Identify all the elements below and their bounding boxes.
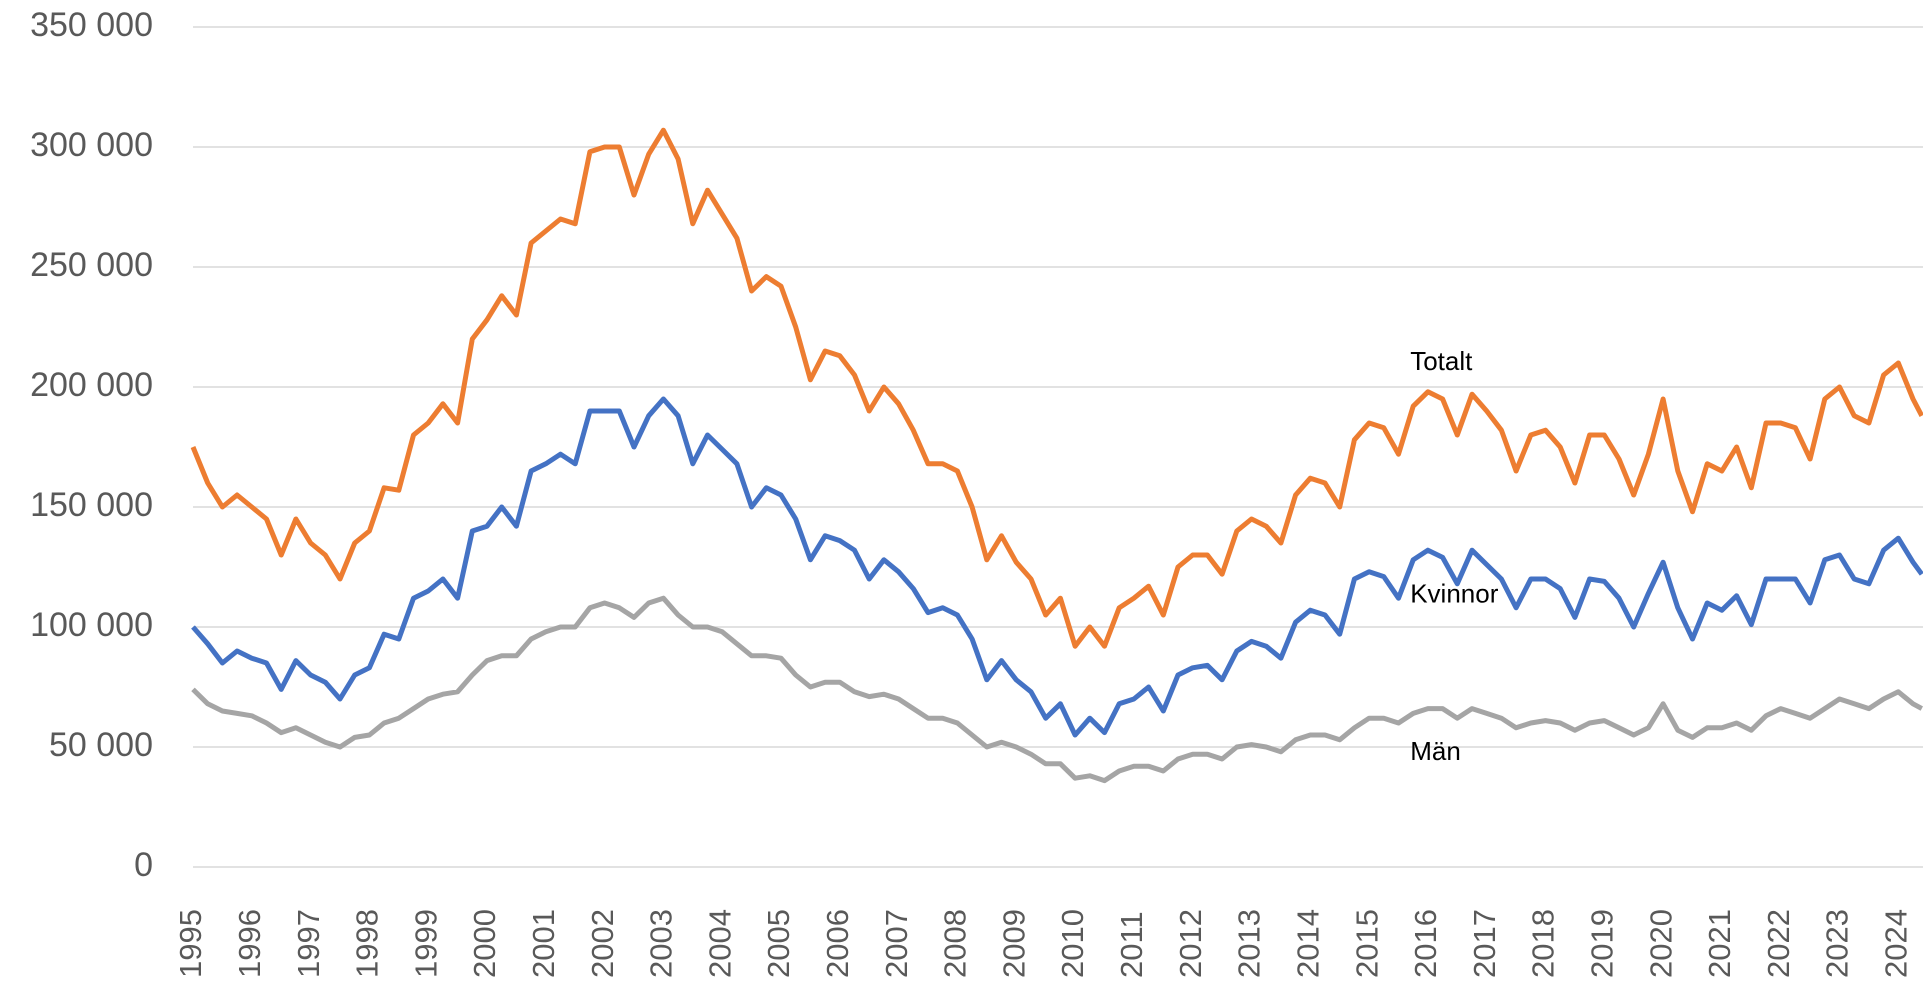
y-tick-label: 100 000 — [30, 606, 153, 644]
x-tick-label: 1996 — [232, 909, 267, 978]
x-tick-label: 2012 — [1173, 909, 1208, 978]
series-line — [190, 127, 1923, 649]
x-tick-label: 2010 — [1055, 909, 1090, 978]
y-tick-label: 150 000 — [30, 486, 153, 524]
y-tick-label: 300 000 — [30, 126, 153, 164]
x-tick-label: 1997 — [291, 909, 326, 978]
x-tick-label: 2006 — [820, 909, 855, 978]
x-tick-label: 2016 — [1408, 909, 1443, 978]
series-line — [191, 595, 1923, 784]
x-tick-label: 2005 — [761, 909, 796, 978]
x-tick-label: 2013 — [1232, 909, 1267, 978]
series-label: Män — [1410, 736, 1461, 766]
x-tick-label: 2004 — [702, 909, 737, 978]
y-tick-label: 200 000 — [30, 366, 153, 404]
x-tick-label: 2019 — [1584, 909, 1619, 978]
x-tick-label: 2021 — [1702, 909, 1737, 978]
y-tick-label: 0 — [134, 846, 153, 884]
x-tick-label: 2023 — [1820, 909, 1855, 978]
x-tick-label: 2003 — [644, 909, 679, 978]
x-tick-label: 2020 — [1643, 909, 1678, 978]
x-tick-label: 2011 — [1114, 911, 1149, 978]
series-label: Totalt — [1410, 346, 1473, 376]
x-tick-label: 2008 — [938, 909, 973, 978]
x-tick-label: 1998 — [350, 909, 385, 978]
x-tick-label: 2022 — [1761, 909, 1796, 978]
x-tick-label: 2017 — [1467, 909, 1502, 978]
x-tick-label: 2000 — [467, 909, 502, 978]
y-tick-label: 50 000 — [49, 726, 153, 764]
x-tick-label: 2001 — [526, 909, 561, 978]
y-tick-label: 250 000 — [30, 246, 153, 284]
x-tick-label: 2002 — [585, 909, 620, 978]
x-tick-label: 2015 — [1349, 909, 1384, 978]
x-tick-label: 2009 — [996, 909, 1031, 978]
x-tick-label: 1995 — [173, 909, 208, 978]
series-line — [191, 396, 1923, 738]
x-tick-label: 2014 — [1290, 909, 1325, 978]
y-tick-label: 350 000 — [30, 6, 153, 44]
x-tick-label: 2024 — [1878, 909, 1913, 978]
x-tick-label: 1999 — [408, 909, 443, 978]
series-label: Kvinnor — [1410, 579, 1498, 609]
x-tick-label: 2018 — [1526, 909, 1561, 978]
x-tick-label: 2007 — [879, 909, 914, 978]
